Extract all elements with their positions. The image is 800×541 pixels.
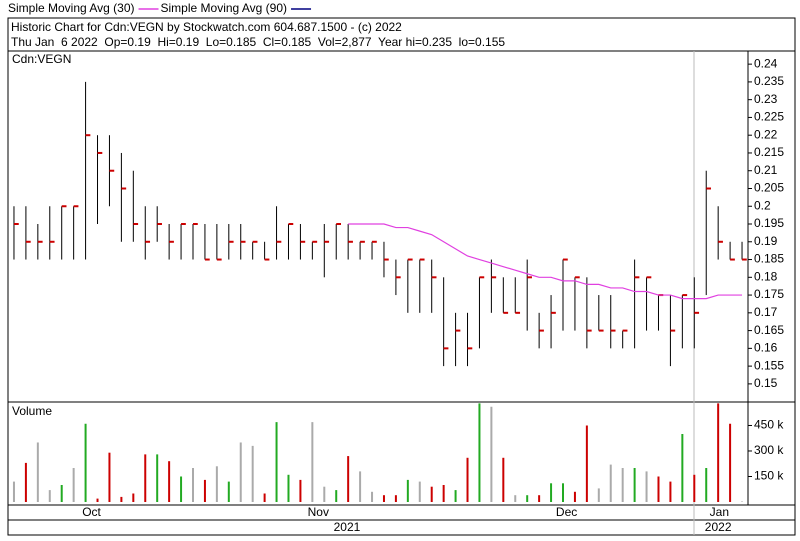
- y-tick-label: 0.175: [754, 287, 784, 301]
- y-tick-label: 0.15: [754, 376, 778, 390]
- y-tick-label: 0.17: [754, 305, 778, 319]
- moving-average-line: [348, 223, 743, 300]
- x-tick-label: Jan: [710, 505, 729, 519]
- y-tick-label: 0.23: [754, 92, 778, 106]
- legend-label: Simple Moving Avg (30): [8, 1, 135, 15]
- y-tick-label: 0.225: [754, 110, 784, 124]
- chart-frame: [7, 17, 796, 536]
- y-tick-label: 300 k: [754, 443, 784, 457]
- y-tick-label: 0.235: [754, 74, 784, 88]
- y-tick-label: 0.165: [754, 323, 784, 337]
- year-label: 2022: [705, 520, 732, 534]
- y-tick-label: 0.215: [754, 145, 784, 159]
- volume-label: Volume: [12, 404, 52, 418]
- y-tick-label: 0.155: [754, 358, 784, 372]
- chart-subtitle: Thu Jan 6 2022 Op=0.19 Hi=0.19 Lo=0.185 …: [11, 35, 505, 49]
- y-tick-label: 0.185: [754, 252, 784, 266]
- y-tick-label: 0.24: [754, 56, 778, 70]
- y-tick-label: 0.21: [754, 163, 778, 177]
- legend-label: Simple Moving Avg (90): [161, 1, 288, 15]
- x-tick-label: Dec: [556, 505, 577, 519]
- year-label: 2021: [334, 520, 361, 534]
- x-tick-label: Nov: [308, 505, 329, 519]
- y-tick-label: 0.2: [754, 198, 771, 212]
- y-tick-label: 450 k: [754, 418, 784, 432]
- y-tick-label: 0.19: [754, 234, 778, 248]
- chart-title: Historic Chart for Cdn:VEGN by Stockwatc…: [11, 20, 402, 34]
- y-tick-label: 150 k: [754, 469, 784, 483]
- y-tick-label: 0.16: [754, 341, 778, 355]
- y-tick-label: 0.195: [754, 216, 784, 230]
- x-tick-label: Oct: [82, 505, 101, 519]
- y-tick-label: 0.18: [754, 269, 778, 283]
- y-tick-label: 0.205: [754, 181, 784, 195]
- y-tick-label: 0.22: [754, 127, 778, 141]
- symbol-label: Cdn:VEGN: [12, 52, 71, 66]
